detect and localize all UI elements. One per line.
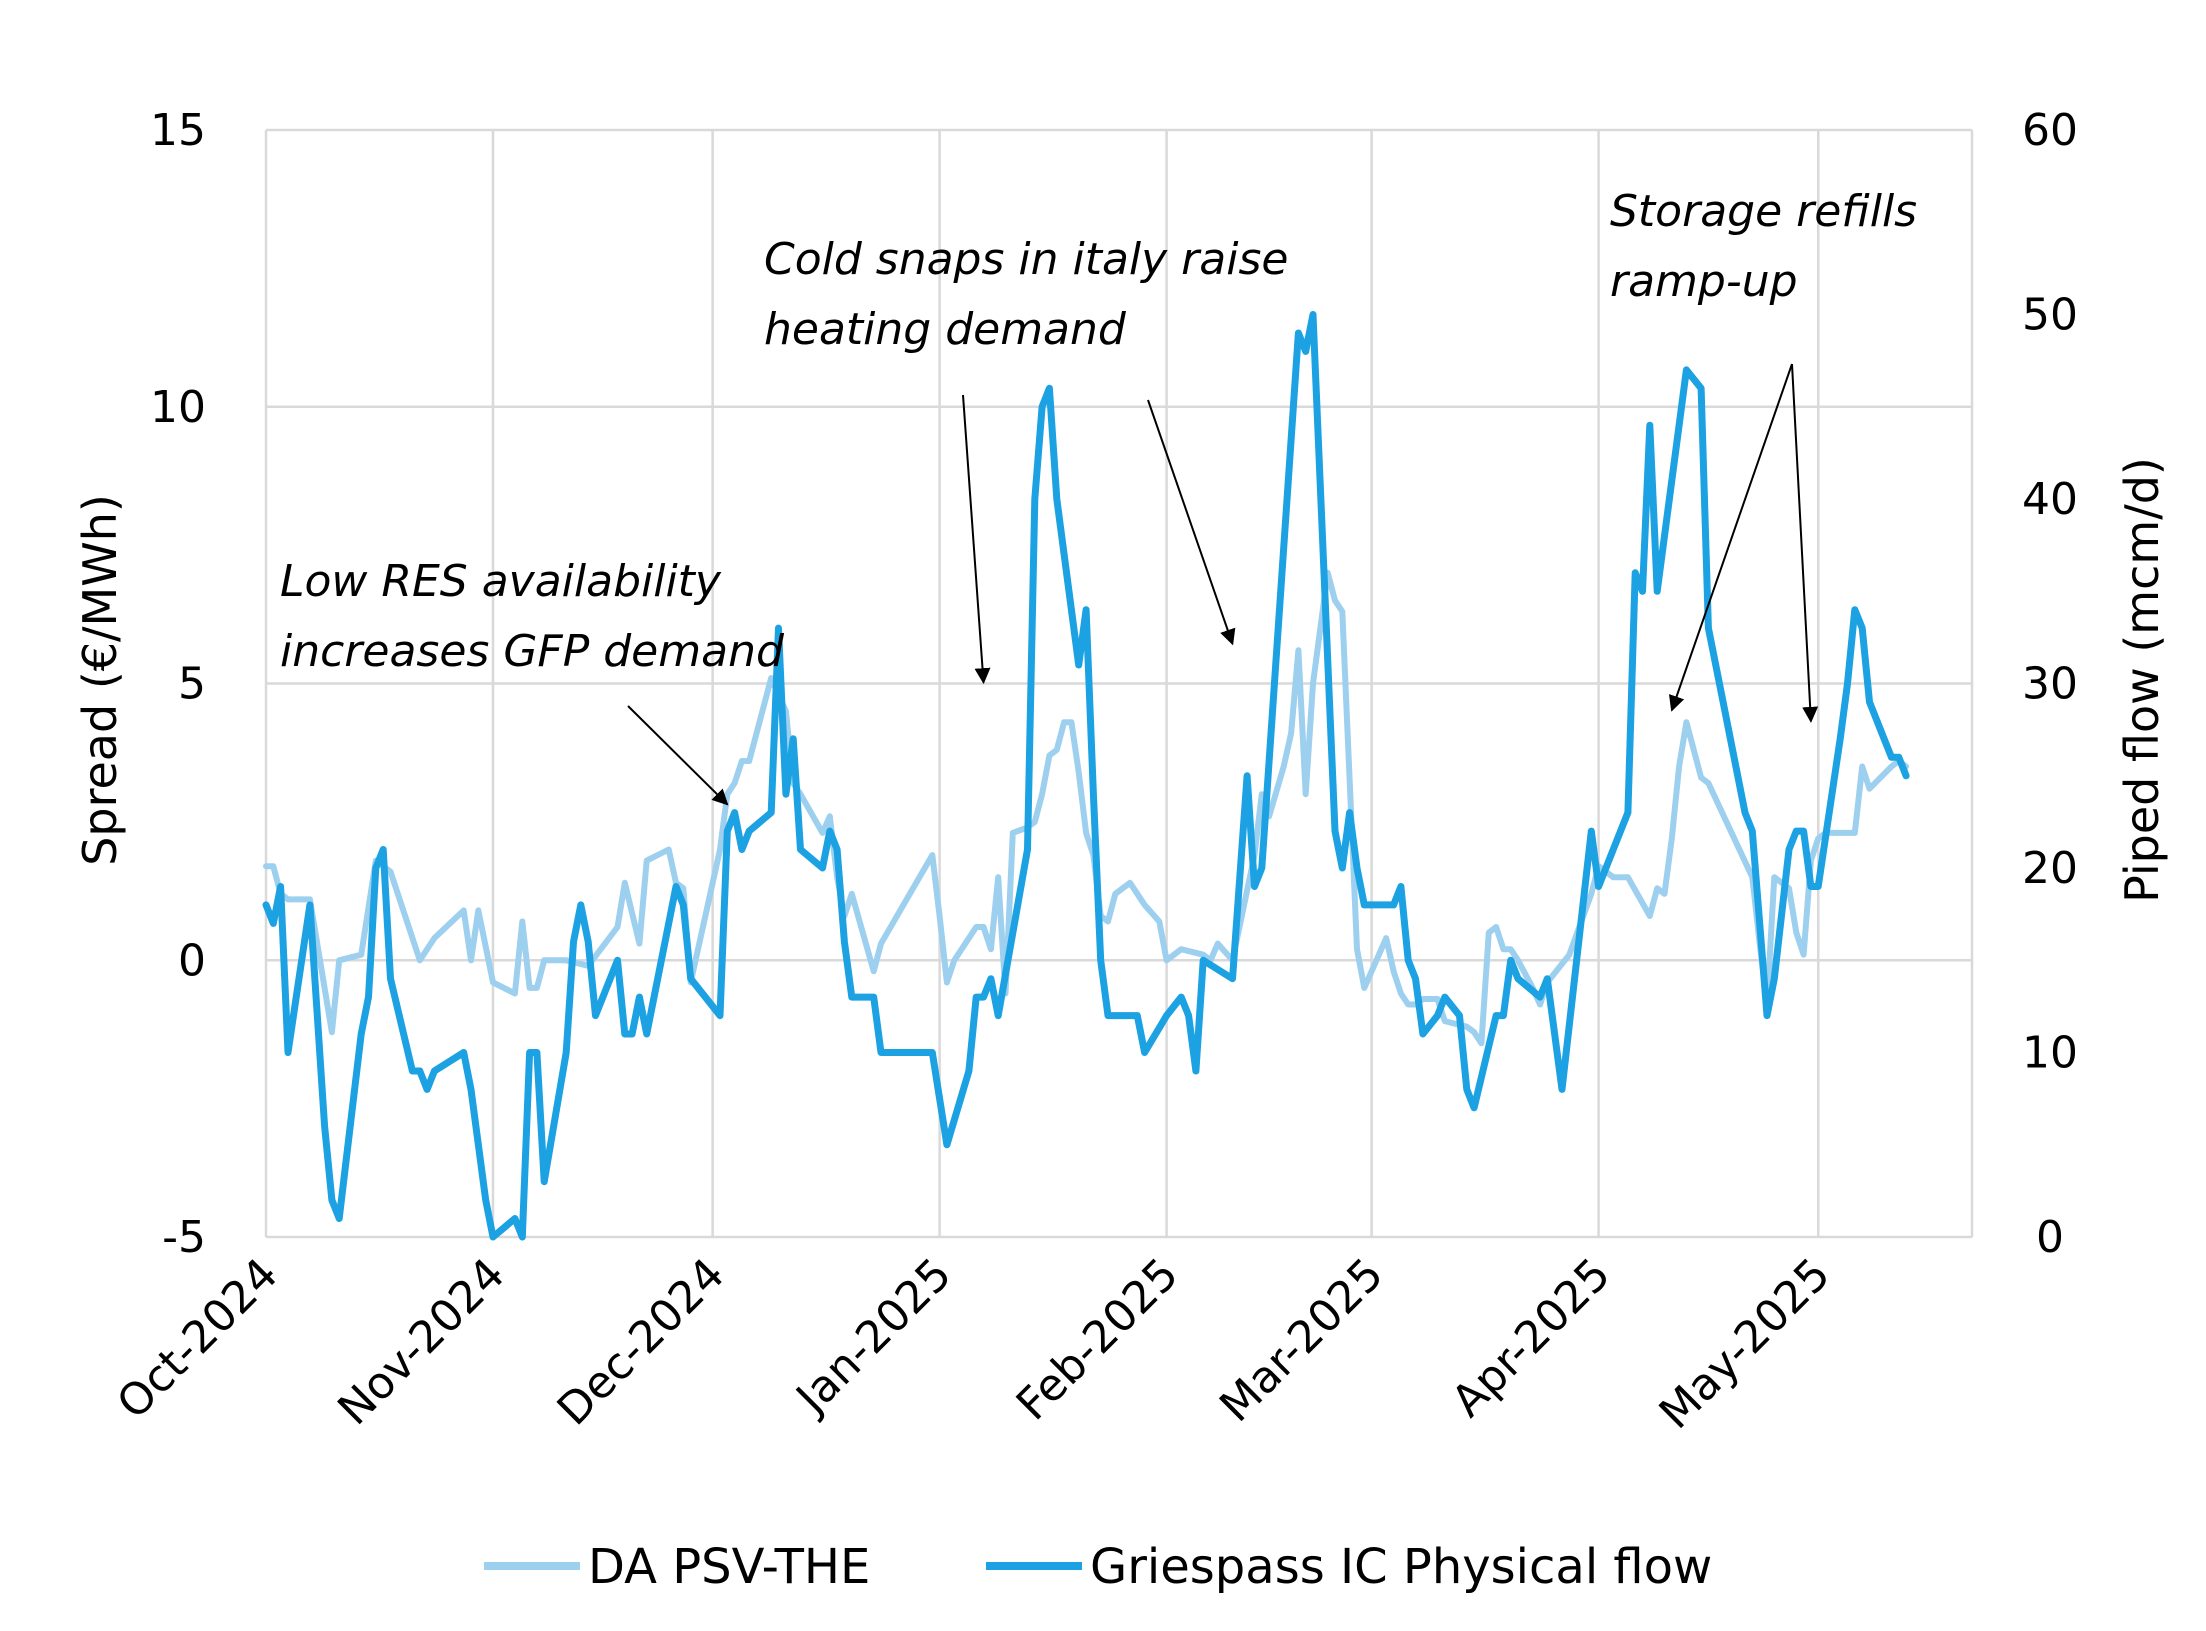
y-tick-label: -5	[162, 1212, 206, 1263]
right-axis-title: Piped flow (mcm/d)	[2115, 457, 2169, 903]
annotation-arrow	[962, 394, 991, 685]
y-tick-label: 15	[150, 105, 206, 156]
series-line-da-psv-the	[263, 569, 1910, 1047]
series-line-griespass-flow	[262, 311, 1910, 1241]
annotations: Low RES availability increases GFP demand…	[280, 186, 1917, 806]
annotation-text: ramp-up	[1610, 256, 1798, 307]
x-tick-label: Mar-2025	[1210, 1249, 1393, 1432]
annotation-text: Cold snaps in italy raise	[764, 234, 1288, 285]
y2-tick-label: 0	[2036, 1212, 2064, 1263]
annotation-arrow	[1147, 399, 1236, 646]
annotation-arrow	[627, 705, 729, 806]
right-axis-ticks: 0 10 20 30 40 50 60	[2022, 105, 2078, 1263]
x-tick-label: May-2025	[1650, 1249, 1840, 1439]
y-tick-label: 10	[150, 382, 206, 433]
grid	[264, 128, 1974, 1239]
x-axis-ticks: Oct-2024 Nov-2024 Dec-2024 Jan-2025 Feb-2025…	[108, 1249, 1841, 1439]
y-tick-label: 0	[178, 935, 206, 986]
annotation-text: Storage refills	[1610, 186, 1917, 237]
x-tick-label: Dec-2024	[548, 1249, 735, 1436]
x-tick-label: Apr-2025	[1442, 1249, 1620, 1427]
annotation-arrow	[1791, 363, 1819, 723]
x-tick-label: Feb-2025	[1007, 1249, 1189, 1431]
series-layer	[262, 311, 1910, 1241]
annotation-text: increases GFP demand	[280, 626, 785, 677]
x-tick-label: Nov-2024	[328, 1249, 514, 1435]
y-tick-label: 5	[178, 659, 206, 710]
legend-label: DA PSV-THE	[588, 1539, 870, 1595]
y2-tick-label: 20	[2022, 843, 2078, 894]
annotation-text: Low RES availability	[280, 556, 722, 607]
annotation-arrow	[1668, 363, 1793, 712]
y2-tick-label: 60	[2022, 105, 2078, 156]
annotation-text: heating demand	[764, 304, 1127, 355]
x-tick-label: Oct-2024	[108, 1249, 288, 1429]
y2-tick-label: 10	[2022, 1028, 2078, 1079]
legend: DA PSV-THE Griespass IC Physical flow	[484, 1539, 1712, 1595]
x-tick-label: Jan-2025	[785, 1249, 962, 1426]
left-axis-ticks: -5 0 5 10 15	[150, 105, 206, 1263]
legend-label: Griespass IC Physical flow	[1090, 1539, 1712, 1595]
left-axis-title: Spread (€/MWh)	[73, 494, 127, 866]
y2-tick-label: 50	[2022, 290, 2078, 341]
y2-tick-label: 30	[2022, 659, 2078, 710]
y2-tick-label: 40	[2022, 474, 2078, 525]
